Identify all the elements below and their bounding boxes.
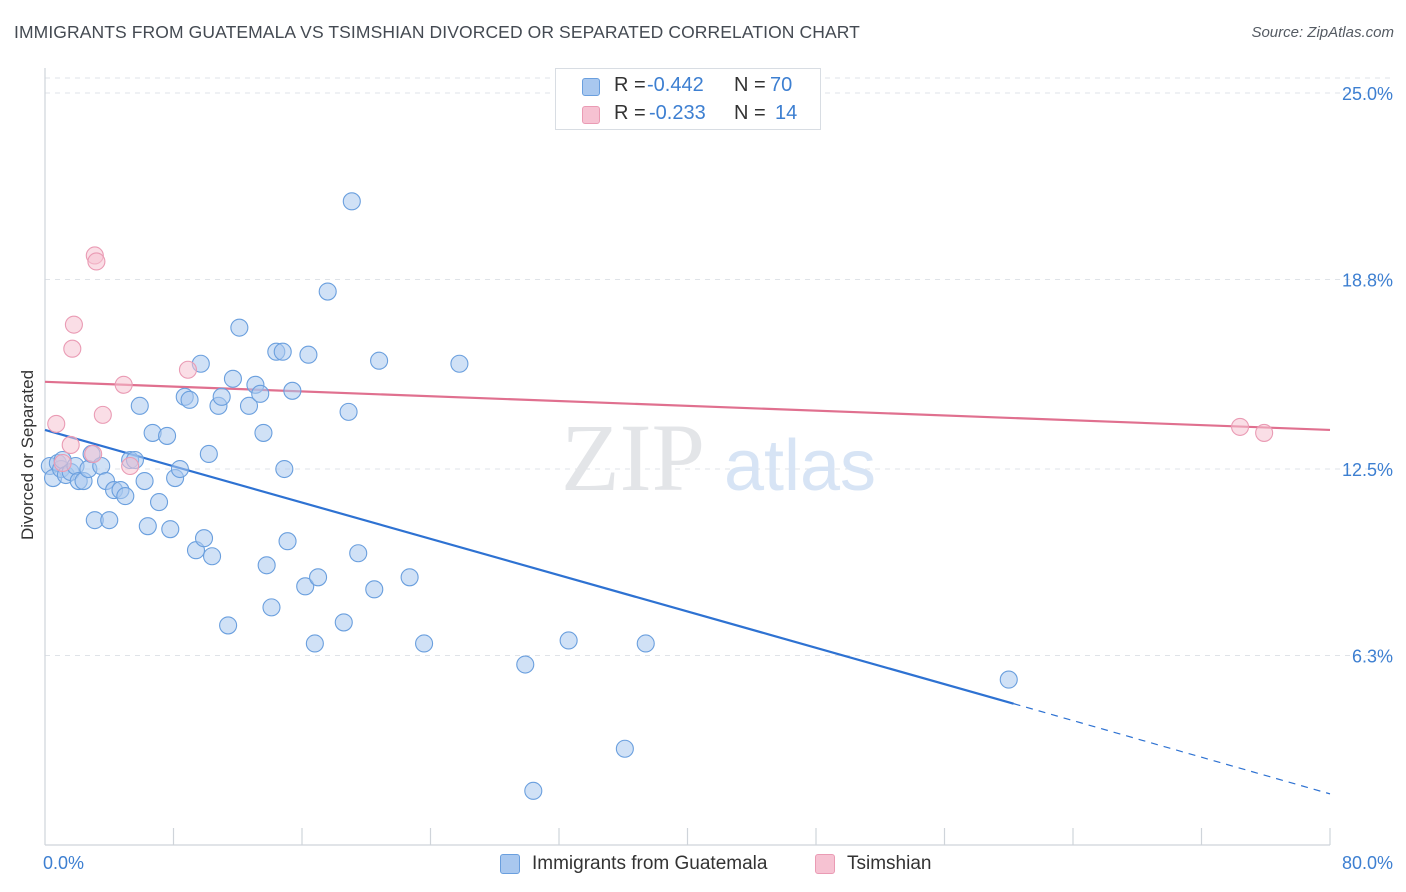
correlation-legend: R = -0.442 N = 70 R = -0.233 N = 14 — [555, 68, 821, 130]
guatemala-point — [273, 342, 292, 361]
n-value: 70 — [770, 74, 793, 96]
guatemala-point — [219, 616, 238, 635]
grid-lines — [45, 77, 1395, 657]
legend-label: Immigrants from Guatemala — [532, 853, 768, 874]
guatemala-point — [636, 634, 655, 653]
guatemala-point — [161, 520, 180, 539]
guatemala-point — [138, 517, 157, 536]
guatemala-point — [309, 568, 328, 587]
tsimshian-point — [1231, 417, 1250, 436]
guatemala-point — [339, 402, 358, 421]
legend-swatch-blue — [582, 78, 600, 96]
guatemala-point — [230, 318, 249, 337]
guatemala-point — [524, 781, 543, 800]
legend-swatch-blue — [500, 854, 520, 874]
legend-row-tsimshian: R = -0.233 N = 14 — [556, 99, 820, 129]
guatemala-point — [130, 396, 149, 415]
guatemala-point — [349, 544, 368, 563]
guatemala-point — [275, 459, 294, 479]
n-label: N = — [734, 74, 766, 96]
guatemala-point — [203, 547, 222, 566]
n-label: N = — [734, 102, 766, 124]
guatemala-point — [100, 511, 119, 530]
watermark-zip: ZIP — [561, 404, 705, 511]
x-tick-label: 80.0% — [1342, 853, 1393, 873]
tsimshian-point — [121, 456, 140, 476]
guatemala-point — [158, 426, 177, 445]
r-label: R = — [614, 74, 646, 96]
legend-label: Tsimshian — [847, 853, 932, 874]
guatemala-point — [400, 568, 419, 587]
tsimshian-point — [87, 252, 106, 271]
x-tick-labels: 0.0% 80.0% — [43, 853, 1393, 873]
guatemala-point — [254, 423, 273, 442]
y-tick-label: 12.5% — [1342, 460, 1393, 480]
data-points — [40, 192, 1274, 800]
guatemala-point — [318, 282, 337, 301]
legend-row-guatemala: R = -0.442 N = 70 — [556, 71, 820, 101]
legend-swatch-pink — [582, 106, 600, 124]
guatemala-point — [415, 634, 434, 653]
watermark-atlas: atlas — [724, 426, 876, 506]
guatemala-point — [278, 532, 297, 551]
tsimshian-point — [61, 435, 80, 455]
guatemala-point — [262, 598, 281, 617]
tsimshian-point — [84, 444, 103, 464]
guatemala-trend-line — [44, 428, 1014, 705]
guatemala-point — [194, 529, 214, 548]
x-tick-label: 0.0% — [43, 853, 84, 873]
series-legend: Immigrants from Guatemala Tsimshian — [0, 850, 1406, 880]
tsimshian-point — [114, 375, 133, 394]
guatemala-point — [283, 381, 302, 400]
guatemala-point — [223, 369, 242, 388]
r-label: R = — [614, 102, 646, 124]
guatemala-point — [615, 739, 634, 758]
tsimshian-point — [47, 414, 66, 433]
tsimshian-point — [63, 339, 82, 358]
tsimshian-point — [53, 453, 72, 473]
axes — [44, 68, 1331, 846]
y-tick-label: 25.0% — [1342, 84, 1393, 104]
source-credit: Source: ZipAtlas.com — [1251, 24, 1394, 41]
guatemala-point — [180, 390, 199, 409]
n-value: 14 — [775, 102, 798, 124]
guatemala-point — [296, 577, 315, 596]
tsimshian-point — [178, 360, 198, 379]
guatemala-point — [299, 345, 318, 364]
guatemala-point — [559, 631, 578, 650]
guatemala-point — [516, 655, 535, 674]
guatemala-point — [999, 670, 1018, 689]
chart-title: IMMIGRANTS FROM GUATEMALA VS TSIMSHIAN D… — [14, 22, 860, 42]
legend-swatch-pink — [815, 854, 835, 874]
guatemala-trend-extension — [1013, 703, 1331, 795]
tsimshian-point — [93, 405, 112, 424]
y-tick-labels: 6.3% 12.5% 18.8% 25.0% — [1342, 84, 1393, 666]
guatemala-point — [239, 396, 259, 415]
r-value: -0.233 — [649, 102, 706, 124]
watermark: ZIP atlas — [561, 404, 876, 511]
guatemala-point — [342, 192, 361, 211]
y-axis-title: Divorced or Separated — [18, 369, 37, 541]
tsimshian-point — [64, 315, 83, 334]
guatemala-point — [334, 613, 353, 632]
guatemala-point — [365, 580, 384, 599]
guatemala-point — [305, 634, 324, 653]
guatemala-point — [149, 493, 169, 512]
guatemala-point — [370, 351, 389, 370]
tsimshian-point — [1255, 423, 1274, 442]
guatemala-point — [116, 487, 135, 506]
y-tick-label: 18.8% — [1342, 271, 1393, 291]
guatemala-point — [170, 459, 189, 479]
guatemala-point — [212, 387, 231, 406]
guatemala-point — [450, 354, 469, 373]
r-value: -0.442 — [647, 74, 704, 96]
guatemala-point — [257, 556, 276, 575]
guatemala-point — [135, 472, 154, 491]
guatemala-point — [251, 384, 270, 403]
guatemala-point — [199, 444, 218, 464]
y-tick-label: 6.3% — [1352, 647, 1393, 667]
